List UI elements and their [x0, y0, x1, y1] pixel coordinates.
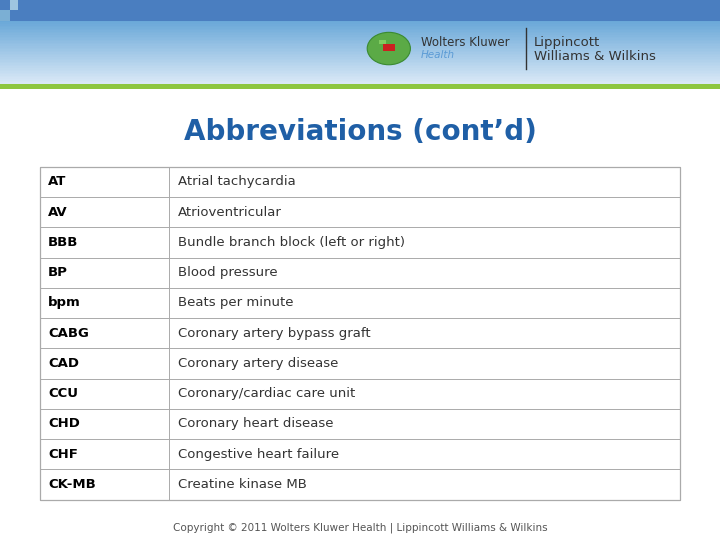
Text: BP: BP	[48, 266, 68, 279]
Bar	[0, 60, 720, 62]
Text: Blood pressure: Blood pressure	[178, 266, 277, 279]
Bar	[10, 0, 17, 10]
Bar	[40, 409, 680, 439]
Bar	[0, 46, 720, 48]
Bar	[0, 57, 720, 58]
Text: CHD: CHD	[48, 417, 80, 430]
Bar	[379, 40, 386, 44]
Text: Congestive heart failure: Congestive heart failure	[178, 448, 339, 461]
Bar	[0, 66, 720, 68]
Text: Bundle branch block (left or right): Bundle branch block (left or right)	[178, 236, 405, 249]
Bar	[0, 37, 720, 38]
Bar	[0, 23, 720, 24]
Bar	[0, 52, 720, 54]
Text: Atrial tachycardia: Atrial tachycardia	[178, 176, 296, 188]
Text: Health: Health	[421, 50, 455, 60]
Bar	[40, 227, 680, 258]
Text: Coronary heart disease: Coronary heart disease	[178, 417, 333, 430]
Bar	[0, 75, 720, 76]
Bar	[0, 25, 720, 27]
Bar	[0, 65, 720, 66]
Text: Beats per minute: Beats per minute	[178, 296, 293, 309]
Bar	[0, 70, 720, 71]
Bar	[0, 27, 720, 29]
Bar	[0, 76, 720, 77]
Text: Williams & Wilkins: Williams & Wilkins	[534, 50, 656, 63]
Text: CCU: CCU	[48, 387, 78, 400]
Bar	[40, 167, 680, 500]
Bar	[0, 49, 720, 51]
Bar	[0, 40, 720, 42]
Text: Creatine kinase MB: Creatine kinase MB	[178, 478, 307, 491]
Text: Abbreviations (cont’d): Abbreviations (cont’d)	[184, 118, 536, 146]
Bar	[0, 24, 720, 25]
Bar	[0, 73, 720, 75]
Bar	[0, 54, 720, 56]
Bar	[0, 48, 720, 49]
Bar	[0, 32, 720, 33]
Text: Copyright © 2011 Wolters Kluwer Health | Lippincott Williams & Wilkins: Copyright © 2011 Wolters Kluwer Health |…	[173, 523, 547, 534]
Bar	[0, 80, 720, 82]
Circle shape	[367, 32, 410, 65]
Bar	[40, 258, 680, 288]
Bar	[0, 30, 720, 32]
Bar	[0, 33, 720, 35]
Bar	[40, 197, 680, 227]
Bar	[0, 68, 720, 70]
Text: Lippincott: Lippincott	[534, 36, 600, 49]
Text: CAD: CAD	[48, 357, 79, 370]
Text: Atrioventricular: Atrioventricular	[178, 206, 282, 219]
Text: Coronary artery bypass graft: Coronary artery bypass graft	[178, 327, 371, 340]
Bar	[0, 44, 720, 46]
Bar	[0, 0, 720, 21]
Text: bpm: bpm	[48, 296, 81, 309]
Text: CHF: CHF	[48, 448, 78, 461]
Text: AT: AT	[48, 176, 67, 188]
Bar	[0, 51, 720, 52]
Bar	[0, 35, 720, 37]
Bar	[0, 84, 720, 89]
Text: AV: AV	[48, 206, 68, 219]
Bar	[40, 288, 680, 318]
Text: Wolters Kluwer: Wolters Kluwer	[421, 36, 510, 49]
Bar	[40, 379, 680, 409]
Bar	[0, 77, 720, 79]
Bar	[0, 71, 720, 73]
Bar	[383, 44, 395, 51]
Bar	[0, 79, 720, 80]
Bar	[0, 42, 720, 43]
Bar	[40, 469, 680, 500]
Text: Coronary/cardiac care unit: Coronary/cardiac care unit	[178, 387, 355, 400]
Bar	[40, 318, 680, 348]
Bar	[40, 167, 680, 197]
Bar	[0, 63, 720, 65]
Bar	[0, 62, 720, 63]
Text: BBB: BBB	[48, 236, 78, 249]
Bar	[0, 58, 720, 60]
Bar	[0, 21, 720, 23]
Bar	[40, 348, 680, 379]
Bar	[0, 10, 10, 21]
Bar	[0, 38, 720, 40]
Bar	[0, 29, 720, 30]
Bar	[40, 439, 680, 469]
Bar	[0, 56, 720, 57]
Text: CK-MB: CK-MB	[48, 478, 96, 491]
Bar	[0, 43, 720, 44]
Text: CABG: CABG	[48, 327, 89, 340]
Bar	[0, 82, 720, 84]
Text: Coronary artery disease: Coronary artery disease	[178, 357, 338, 370]
